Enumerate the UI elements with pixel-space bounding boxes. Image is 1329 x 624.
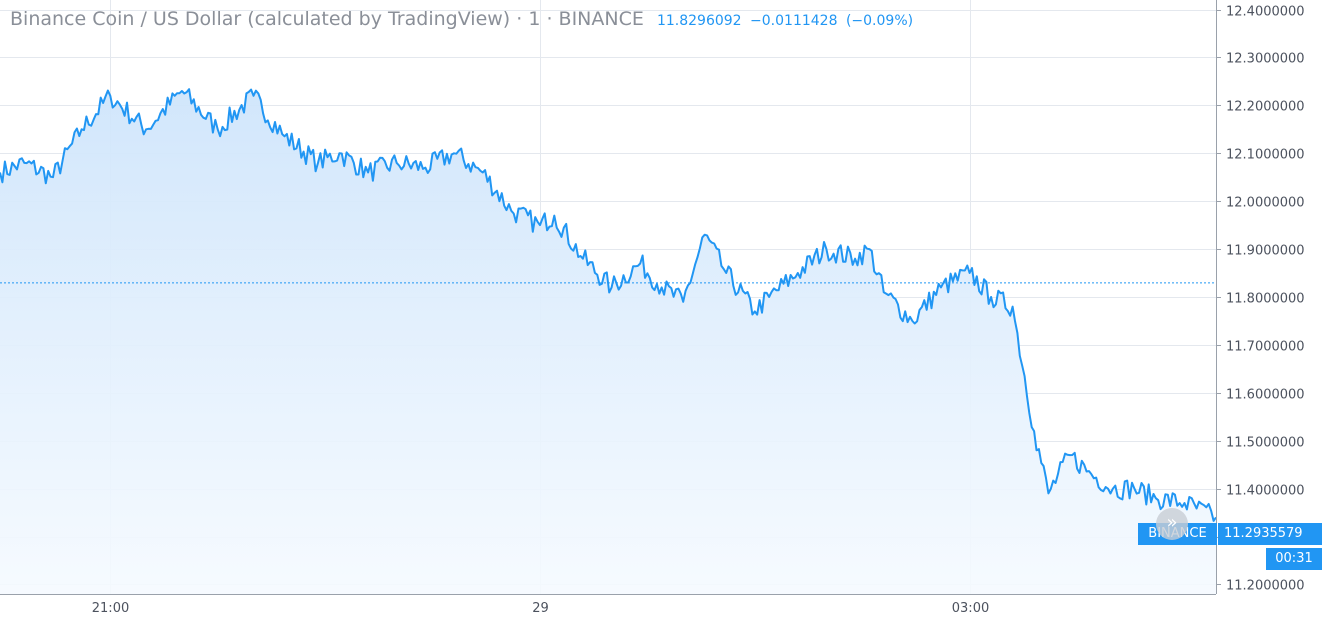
price-tick-label: 11.9000000 xyxy=(1226,244,1305,259)
price-axis[interactable]: 11.200000011.300000011.400000011.5000000… xyxy=(1216,5,1305,594)
change-value: −0.0111428 xyxy=(750,13,838,29)
price-tick-label: 11.5000000 xyxy=(1226,436,1305,451)
double-chevron-right-icon: » xyxy=(1166,512,1178,533)
price-tick-label: 11.6000000 xyxy=(1226,388,1305,403)
price-tick-label: 11.2000000 xyxy=(1226,579,1305,594)
price-tick-label: 11.4000000 xyxy=(1226,484,1305,499)
change-percent-value: (−0.09%) xyxy=(845,13,914,29)
price-area-fill xyxy=(0,89,1216,594)
symbol-title: Binance Coin / US Dollar (calculated by … xyxy=(10,8,644,30)
price-tick-label: 12.3000000 xyxy=(1226,52,1305,67)
price-tick-label: 11.7000000 xyxy=(1226,340,1305,355)
price-tick-label: 12.0000000 xyxy=(1226,196,1305,211)
price-tick-label: 12.4000000 xyxy=(1226,5,1305,20)
chart-legend: Binance Coin / US Dollar (calculated by … xyxy=(10,8,917,30)
price-tick-label: 12.2000000 xyxy=(1226,100,1305,115)
time-tick-label: 29 xyxy=(532,601,549,616)
price-tick-label: 12.1000000 xyxy=(1226,148,1305,163)
time-tick-label: 03:00 xyxy=(952,601,989,616)
bar-countdown-tag: 00:31 xyxy=(1266,548,1322,570)
current-price-tag: 11.2935579 xyxy=(1218,523,1322,545)
time-tick-label: 21:00 xyxy=(92,601,129,616)
time-axis[interactable]: 21:002903:0006:0009:0012:0015:0018:0021:… xyxy=(92,601,1329,616)
last-price-value: 11.8296092 xyxy=(656,13,742,29)
price-tick-label: 11.8000000 xyxy=(1226,292,1305,307)
scroll-to-realtime-button[interactable]: » xyxy=(1156,508,1188,540)
legend-values: 11.8296092 −0.0111428 (−0.09%) xyxy=(657,13,917,29)
